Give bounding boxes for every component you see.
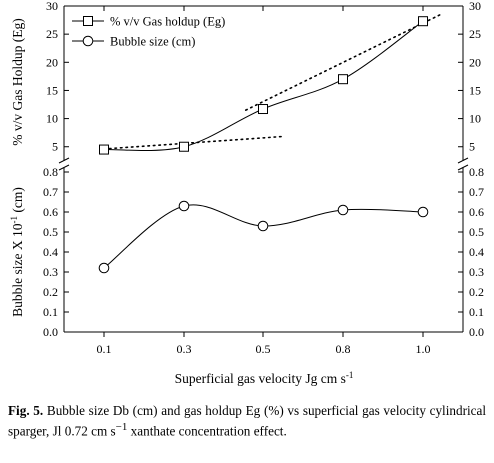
top-right-tick-label: 25 [469,27,481,41]
bottom-left-tick-label: 0.4 [43,245,58,259]
left-break-mark-1 [58,157,70,164]
bottom-left-tick-label: 0.2 [43,285,58,299]
circle-marker [337,204,349,216]
top-right-tick-label: 10 [469,112,481,126]
y-axis-label-bottom: Bubble size X 10-1 (cm) [9,187,25,317]
x-tick-label: 0.1 [97,342,112,356]
bottom-right-tick-label: 0.4 [469,245,484,259]
circle-marker [257,220,269,232]
circle-marker [178,200,190,212]
bottom-left-tick-label: 0.6 [43,205,58,219]
top-left-tick-label: 15 [46,83,58,97]
markers [98,16,429,274]
bottom-right-tick-label: 0.5 [469,225,484,239]
legend: % v/v Gas holdup (Eg) Bubble size (cm) [72,15,225,49]
legend-label: % v/v Gas holdup (Eg) [110,15,225,29]
bottom-right-tick-label: 0.3 [469,265,484,279]
bottom-left-tick-label: 0.7 [43,185,58,199]
caption-label: Fig. 5. [8,403,44,418]
top-right-tick-label: 15 [469,83,481,97]
bottom-right-tick-label: 0.2 [469,285,484,299]
x-tick-label: 0.5 [256,342,271,356]
bottom-left-tick-label: 0.1 [43,305,58,319]
bottom-left-tick-label: 0.3 [43,265,58,279]
figure-caption: Fig. 5. Bubble size Db (cm) and gas hold… [8,403,486,439]
bottom-left-tick-label: 0.8 [43,165,58,179]
bottom-right-tick-label: 0.6 [469,205,484,219]
right-break-mark-1 [457,157,469,164]
caption-text-a: Bubble size Db (cm) and gas holdup Eg (%… [8,403,486,439]
top-left-tick-label: 25 [46,27,58,41]
dotted-trend-line [244,13,442,111]
curves [103,13,442,269]
square-marker [99,144,109,155]
top-left-tick-label: 20 [46,55,58,69]
dotted-trend-line [103,135,283,150]
bottom-left-tick-label: 0.5 [43,225,58,239]
plot-frame [58,5,469,333]
top-left-tick-label: 10 [46,112,58,126]
circle-marker [417,206,429,218]
legend-square-marker [83,16,93,26]
chart: 5 5 10 10 15 15 20 20 25 25 30 30 0.0 0.0 0.1 0.1 0.2 0.2… [9,0,484,386]
caption-text-b: xanthate concentration effect. [127,423,287,439]
bottom-right-tick-label: 0.8 [469,165,484,179]
square-marker [258,104,268,115]
bottom-right-tick-label: 0.0 [469,325,484,339]
axis-labels: Superficial gas velocity Jg cm s-1 % v/v … [9,18,353,386]
x-tick-label: 0.3 [177,342,192,356]
circle-marker [98,262,110,274]
bottom-right-tick-label: 0.1 [469,305,484,319]
right-break-mark-2 [457,164,469,171]
top-right-tick-label: 5 [469,140,475,154]
top-left-tick-label: 5 [52,140,58,154]
bottom-left-tick-label: 0.0 [43,325,58,339]
axes: 5 5 10 10 15 15 20 20 25 25 30 30 0.0 0.0 0.1 0.1 0.2 0.2… [43,0,484,356]
legend-circle-marker [82,35,94,47]
top-left-tick-label: 30 [46,0,58,13]
square-marker [338,74,348,85]
x-axis-label: Superficial gas velocity Jg cm s-1 [175,370,354,386]
caption-sup: −1 [115,421,128,433]
y-axis-label-top: % v/v Gas Holdup (Eg) [10,18,25,145]
legend-label: Bubble size (cm) [110,35,195,49]
x-tick-label: 1.0 [416,342,431,356]
square-marker [179,141,189,152]
square-marker [418,16,428,27]
bottom-series-curve [103,204,424,269]
left-break-mark-2 [58,164,70,171]
top-right-tick-label: 20 [469,55,481,69]
x-tick-label: 0.8 [336,342,351,356]
bottom-right-tick-label: 0.7 [469,185,484,199]
top-right-tick-label: 30 [469,0,481,13]
